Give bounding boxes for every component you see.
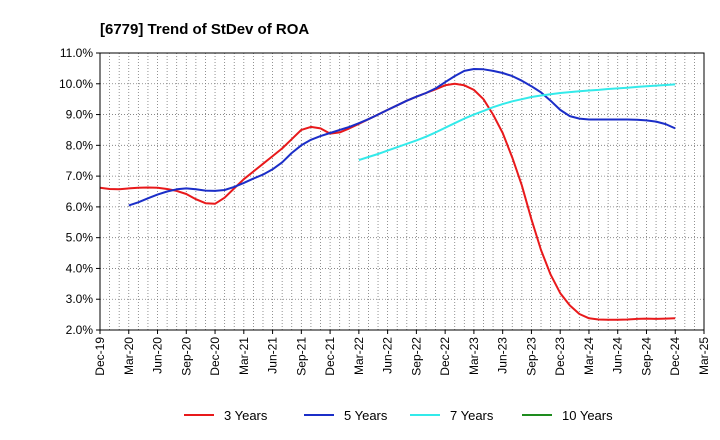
x-tick-label: Dec-23 xyxy=(553,337,567,376)
x-axis: Dec-19 Mar-20 Jun-20 Sep-20 Dec-20 Mar-21 Jun-… xyxy=(93,330,711,376)
y-tick-label: 9.0% xyxy=(66,108,94,122)
series-layer xyxy=(99,68,676,321)
legend-label: 3 Years xyxy=(224,408,268,423)
x-tick-label: Dec-20 xyxy=(208,337,222,376)
x-tick-label: Mar-24 xyxy=(582,337,596,375)
x-tick-label: Jun-20 xyxy=(151,337,165,374)
y-tick-label: 2.0% xyxy=(66,323,94,337)
y-tick-label: 3.0% xyxy=(66,292,94,306)
series-line-5-years xyxy=(128,68,676,207)
y-tick-label: 5.0% xyxy=(66,231,94,245)
plot-frame xyxy=(99,52,705,331)
x-tick-label: Mar-20 xyxy=(122,337,136,375)
x-tick-label: Mar-23 xyxy=(467,337,481,375)
legend-label: 5 Years xyxy=(344,408,388,423)
x-tick-label: Sep-22 xyxy=(409,337,423,376)
y-tick-label: 6.0% xyxy=(66,200,94,214)
y-tick-label: 10.0% xyxy=(59,77,93,91)
y-tick-label: 8.0% xyxy=(66,138,94,152)
x-tick-label: Sep-21 xyxy=(294,337,308,376)
y-tick-label: 11.0% xyxy=(60,46,93,60)
y-tick-label: 4.0% xyxy=(66,261,94,275)
plot-area xyxy=(100,53,704,330)
x-tick-label: Jun-22 xyxy=(381,337,395,374)
x-tick-label: Mar-25 xyxy=(697,337,711,375)
y-axis: 2.0% 3.0% 4.0% 5.0% 6.0% 7.0% 8.0% 9.0% 10.0% 11.… xyxy=(59,46,100,337)
plot-border xyxy=(99,52,705,331)
plot-background xyxy=(100,53,704,330)
legend-item-5-years: 5 Years xyxy=(304,408,388,423)
x-tick-label: Mar-22 xyxy=(352,337,366,375)
legend-item-7-years: 7 Years xyxy=(410,408,494,423)
legend-item-10-years: 10 Years xyxy=(522,408,613,423)
x-tick-label: Jun-21 xyxy=(266,337,280,374)
legend-label: 7 Years xyxy=(450,408,494,423)
x-tick-label: Dec-24 xyxy=(668,337,682,376)
x-tick-label: Jun-24 xyxy=(611,337,625,374)
x-tick-label: Mar-21 xyxy=(237,337,251,375)
y-tick-label: 7.0% xyxy=(66,169,94,183)
legend: 3 Years 5 Years 7 Years 10 Years xyxy=(184,408,613,423)
legend-item-3-years: 3 Years xyxy=(184,408,268,423)
x-tick-label: Dec-22 xyxy=(438,337,452,376)
series-line-7-years xyxy=(358,83,676,162)
x-tick-label: Sep-23 xyxy=(524,337,538,376)
legend-label: 10 Years xyxy=(562,408,613,423)
x-tick-label: Sep-24 xyxy=(639,337,653,376)
chart-title: [6779] Trend of StDev of ROA xyxy=(100,21,309,38)
grid xyxy=(100,53,704,330)
x-tick-label: Dec-21 xyxy=(323,337,337,376)
x-tick-label: Jun-23 xyxy=(496,337,510,374)
x-tick-label: Sep-20 xyxy=(179,337,193,376)
x-tick-label: Dec-19 xyxy=(93,337,107,376)
